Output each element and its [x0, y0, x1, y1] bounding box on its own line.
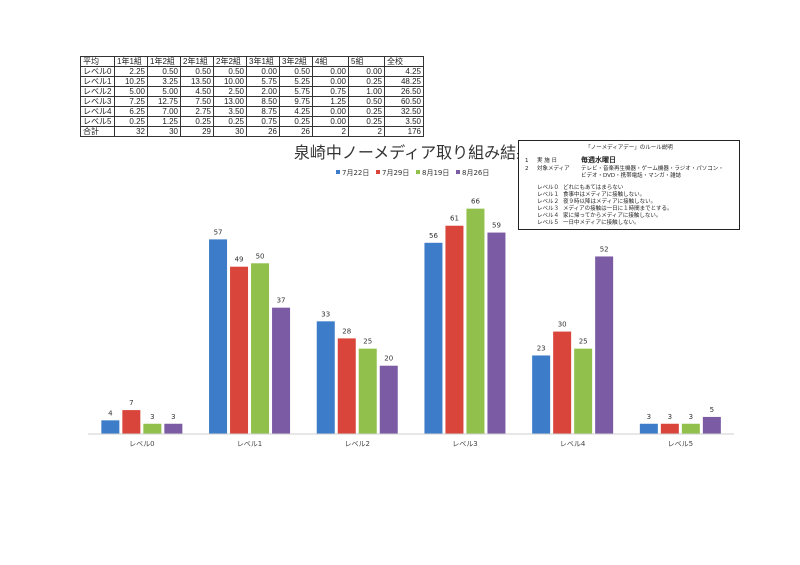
- bar: [639, 423, 658, 434]
- rule-level-label: レベル４: [537, 213, 560, 219]
- rule-level-text: 夜９時以降はメディアに接触しない。: [563, 199, 657, 205]
- table-header-row: 平均 1年1組 1年2組 2年1組 2年2組 3年1組 3年2組 4組 5組 全校: [80, 56, 424, 67]
- data-label: 56: [429, 232, 438, 240]
- average-table: 平均 1年1組 1年2組 2年1組 2年2組 3年1組 3年2組 4組 5組 全校 レベル0 2.25…: [80, 56, 424, 137]
- data-label: 4: [108, 409, 113, 417]
- data-label: 3: [647, 413, 651, 421]
- bar: [681, 423, 700, 434]
- data-label: 33: [321, 310, 330, 318]
- data-label: 7: [129, 399, 133, 407]
- rules-title: 「ノーメディアデー」のルール説明: [585, 145, 673, 151]
- legend-label: 7月29日: [382, 169, 409, 177]
- legend-swatch: [456, 170, 460, 174]
- data-label: 30: [558, 321, 567, 329]
- data-label: 59: [492, 222, 501, 230]
- rule-num-2: 2: [525, 166, 529, 172]
- data-label: 20: [384, 355, 393, 363]
- rule-level-text: 食事中はメディアに接触しない。: [563, 192, 646, 198]
- rule-level-text: 家に帰ってからメディアに接触しない。: [563, 213, 662, 219]
- bar: [466, 208, 485, 434]
- category-label: レベル5: [668, 440, 693, 448]
- rule-level-label: レベル３: [537, 206, 560, 212]
- bar: [379, 365, 398, 434]
- bar: [337, 338, 356, 434]
- legend-label: 7月22日: [342, 169, 369, 177]
- category-label: レベル0: [129, 440, 154, 448]
- bar: [595, 256, 614, 434]
- category-label: レベル2: [345, 440, 370, 448]
- rule-level-text: 一日中メディアに接触しない。: [563, 220, 640, 226]
- legend-label: 8月19日: [422, 169, 449, 177]
- rule-num-1: 1: [525, 158, 529, 164]
- bar: [660, 423, 679, 434]
- bar: [702, 416, 721, 434]
- bar: [143, 423, 162, 434]
- data-label: 52: [600, 245, 609, 253]
- rule-level-label: レベル０: [537, 185, 560, 191]
- data-label: 3: [668, 413, 672, 421]
- legend-swatch: [336, 170, 340, 174]
- table-row: レベル5 0.25 1.25 0.25 0.25 0.75 0.25 0.00 0.25 3.50: [80, 116, 424, 127]
- rule-value-1: 毎週水曜日: [581, 156, 616, 164]
- rule-label-1: 実 施 日: [537, 158, 557, 164]
- bar: [424, 242, 443, 434]
- rule-label-2: 対象メディア: [537, 166, 570, 172]
- category-label: レベル3: [452, 440, 477, 448]
- data-label: 61: [450, 215, 459, 223]
- rule-level-label: レベル２: [537, 199, 560, 205]
- data-label: 28: [342, 327, 351, 335]
- bar: [553, 331, 572, 434]
- data-label: 23: [537, 344, 546, 352]
- rule-value-2: テレビ・音楽再生機器・ゲーム機器・ラジオ・パソコン・: [581, 166, 724, 172]
- rule-level-label: レベル１: [537, 192, 560, 198]
- data-label: 3: [150, 413, 154, 421]
- bar: [101, 420, 120, 434]
- data-label: 25: [579, 338, 588, 346]
- category-label: レベル4: [560, 440, 586, 448]
- bar: [251, 263, 270, 434]
- category-label: レベル1: [237, 440, 262, 448]
- data-label: 49: [235, 256, 244, 264]
- data-label: 37: [277, 297, 286, 305]
- table-cell: 176: [384, 126, 424, 137]
- data-label: 3: [171, 413, 175, 421]
- bar: [574, 348, 593, 434]
- bar: [209, 239, 228, 434]
- legend-label: 8月26日: [462, 169, 489, 177]
- bar: [358, 348, 377, 434]
- table-row: 合計 32 30 29 30 26 26 2 2 176: [80, 126, 424, 137]
- data-label: 50: [256, 252, 265, 260]
- data-label: 25: [363, 338, 372, 346]
- legend-swatch: [376, 170, 380, 174]
- rules-box: 「ノーメディアデー」のルール説明 1 実 施 日 毎週水曜日 2 対象メディア …: [518, 140, 740, 230]
- data-label: 5: [710, 406, 714, 414]
- bar: [487, 232, 506, 434]
- table-row: レベル4 6.25 7.00 2.75 3.50 8.75 4.25 0.00 0.25 32.5…: [80, 106, 424, 117]
- bar: [445, 225, 464, 434]
- bar: [230, 266, 249, 434]
- data-label: 3: [689, 413, 693, 421]
- legend-swatch: [416, 170, 420, 174]
- bar: [272, 307, 291, 434]
- rule-level-label: レベル５: [537, 220, 560, 226]
- bar: [316, 321, 335, 434]
- bar: [122, 410, 141, 434]
- data-label: 66: [471, 198, 480, 206]
- rule-value-2b: ビデオ・DVD・携帯電話・マンガ・雑誌: [581, 173, 682, 179]
- data-label: 57: [214, 228, 223, 236]
- bar: [164, 423, 183, 434]
- chart-title: 泉崎中ノーメディア取り組み結果: [294, 143, 532, 162]
- rule-level-text: メディアの接触は一日に１時間までとする。: [563, 206, 673, 212]
- chart-legend: 7月22日 7月29日 8月19日 8月26日: [336, 169, 489, 177]
- rule-level-text: どれにもあてはまらない: [563, 185, 624, 191]
- bar: [532, 355, 551, 434]
